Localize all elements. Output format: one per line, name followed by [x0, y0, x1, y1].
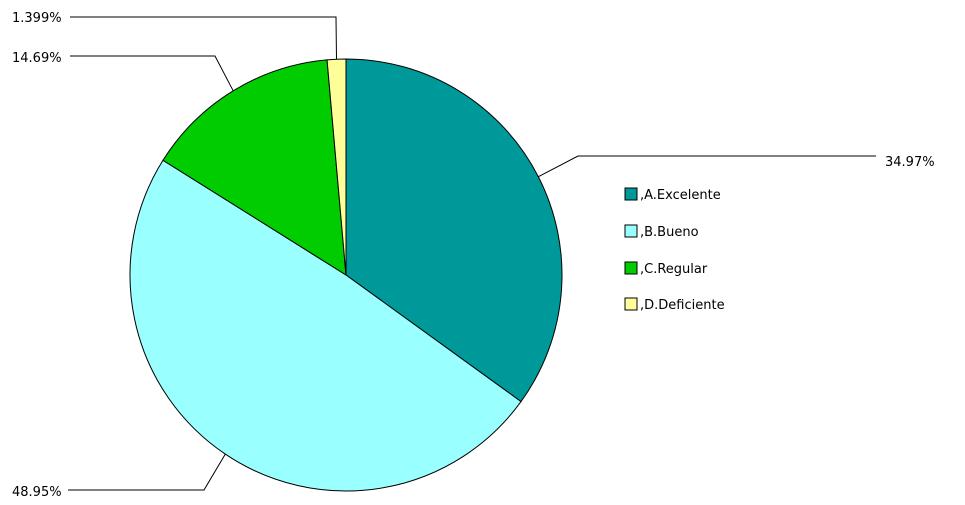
leader-line-bueno: [68, 453, 226, 491]
pie-slice-excelente: [345, 58, 563, 403]
pct-label-regular: 14.69%: [12, 51, 62, 66]
pie-slices: [129, 58, 563, 492]
legend-item-excelente: ,A.Excelente: [624, 187, 721, 203]
legend-swatch-deficiente: [624, 297, 638, 311]
legend-item-deficiente: ,D.Deficiente: [624, 297, 725, 313]
pie-slice-regular: [162, 59, 347, 276]
legend-swatch-bueno: [624, 224, 638, 238]
legend: ,A.Excelente ,B.Bueno ,C.Regular ,D.Defi…: [624, 187, 725, 313]
pct-label-bueno: 48.95%: [12, 485, 62, 500]
leader-line-deficiente: [70, 16, 337, 60]
pie-slice-deficiente: [326, 58, 347, 276]
leader-line-regular: [70, 55, 234, 92]
percentage-labels: 34.97% 48.95% 14.69% 1.399%: [12, 11, 935, 500]
legend-label-bueno: ,B.Bueno: [640, 225, 699, 240]
pct-label-excelente: 34.97%: [885, 155, 935, 170]
legend-swatch-regular: [624, 261, 638, 275]
legend-label-deficiente: ,D.Deficiente: [640, 298, 725, 313]
pie-slice-bueno: [129, 159, 522, 492]
legend-item-bueno: ,B.Bueno: [624, 224, 699, 240]
leader-lines: [68, 16, 876, 491]
leader-line-excelente: [538, 155, 876, 178]
legend-item-regular: ,C.Regular: [624, 261, 708, 277]
legend-label-excelente: ,A.Excelente: [640, 188, 721, 203]
pct-label-deficiente: 1.399%: [12, 11, 62, 26]
legend-swatch-excelente: [624, 187, 638, 201]
legend-label-regular: ,C.Regular: [640, 262, 708, 277]
